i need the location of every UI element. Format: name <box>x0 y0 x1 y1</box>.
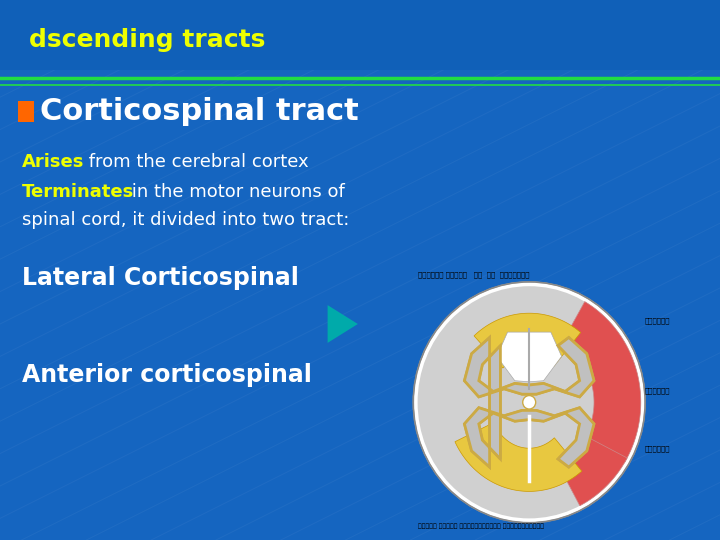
Text: from the cerebral cortex: from the cerebral cortex <box>83 153 308 171</box>
Text: 脊髓丘脑侧束: 脊髓丘脑侧束 <box>644 387 670 394</box>
Text: Lateral Corticospinal: Lateral Corticospinal <box>22 266 299 290</box>
Bar <box>0 0 720 70</box>
Ellipse shape <box>523 395 536 409</box>
Polygon shape <box>464 338 594 467</box>
Polygon shape <box>455 423 582 491</box>
Polygon shape <box>497 332 562 382</box>
Polygon shape <box>464 338 594 467</box>
Text: 皮质脊髓侧束 红核脊髓束   薄束  楔束  胶状质脊外侧束: 皮质脊髓侧束 红核脊髓束 薄束 楔束 胶状质脊外侧束 <box>418 272 529 278</box>
Text: Anterior corticospinal: Anterior corticospinal <box>22 363 312 387</box>
Text: Arises: Arises <box>22 153 84 171</box>
Text: Corticospinal tract: Corticospinal tract <box>40 97 359 126</box>
Text: dscending tracts: dscending tracts <box>29 29 265 52</box>
Text: 脊髓小脑后束: 脊髓小脑后束 <box>644 318 670 325</box>
Text: 脊髓小脑前束: 脊髓小脑前束 <box>644 446 670 452</box>
Ellipse shape <box>413 282 645 523</box>
Polygon shape <box>562 302 641 463</box>
Bar <box>18 101 34 122</box>
Text: 橄榄脊髓束 前庭脊髓束 顶盖脊髓束皮质脊髓前束 脊髓丘脑前束脊髓橄榄束: 橄榄脊髓束 前庭脊髓束 顶盖脊髓束皮质脊髓前束 脊髓丘脑前束脊髓橄榄束 <box>418 524 544 529</box>
Polygon shape <box>328 305 358 343</box>
Text: Terminates: Terminates <box>22 183 134 201</box>
Text: spinal cord, it divided into two tract:: spinal cord, it divided into two tract: <box>22 211 349 230</box>
Ellipse shape <box>418 286 641 518</box>
Polygon shape <box>474 313 580 368</box>
Text: in the motor neurons of: in the motor neurons of <box>126 183 345 201</box>
Polygon shape <box>557 435 627 506</box>
